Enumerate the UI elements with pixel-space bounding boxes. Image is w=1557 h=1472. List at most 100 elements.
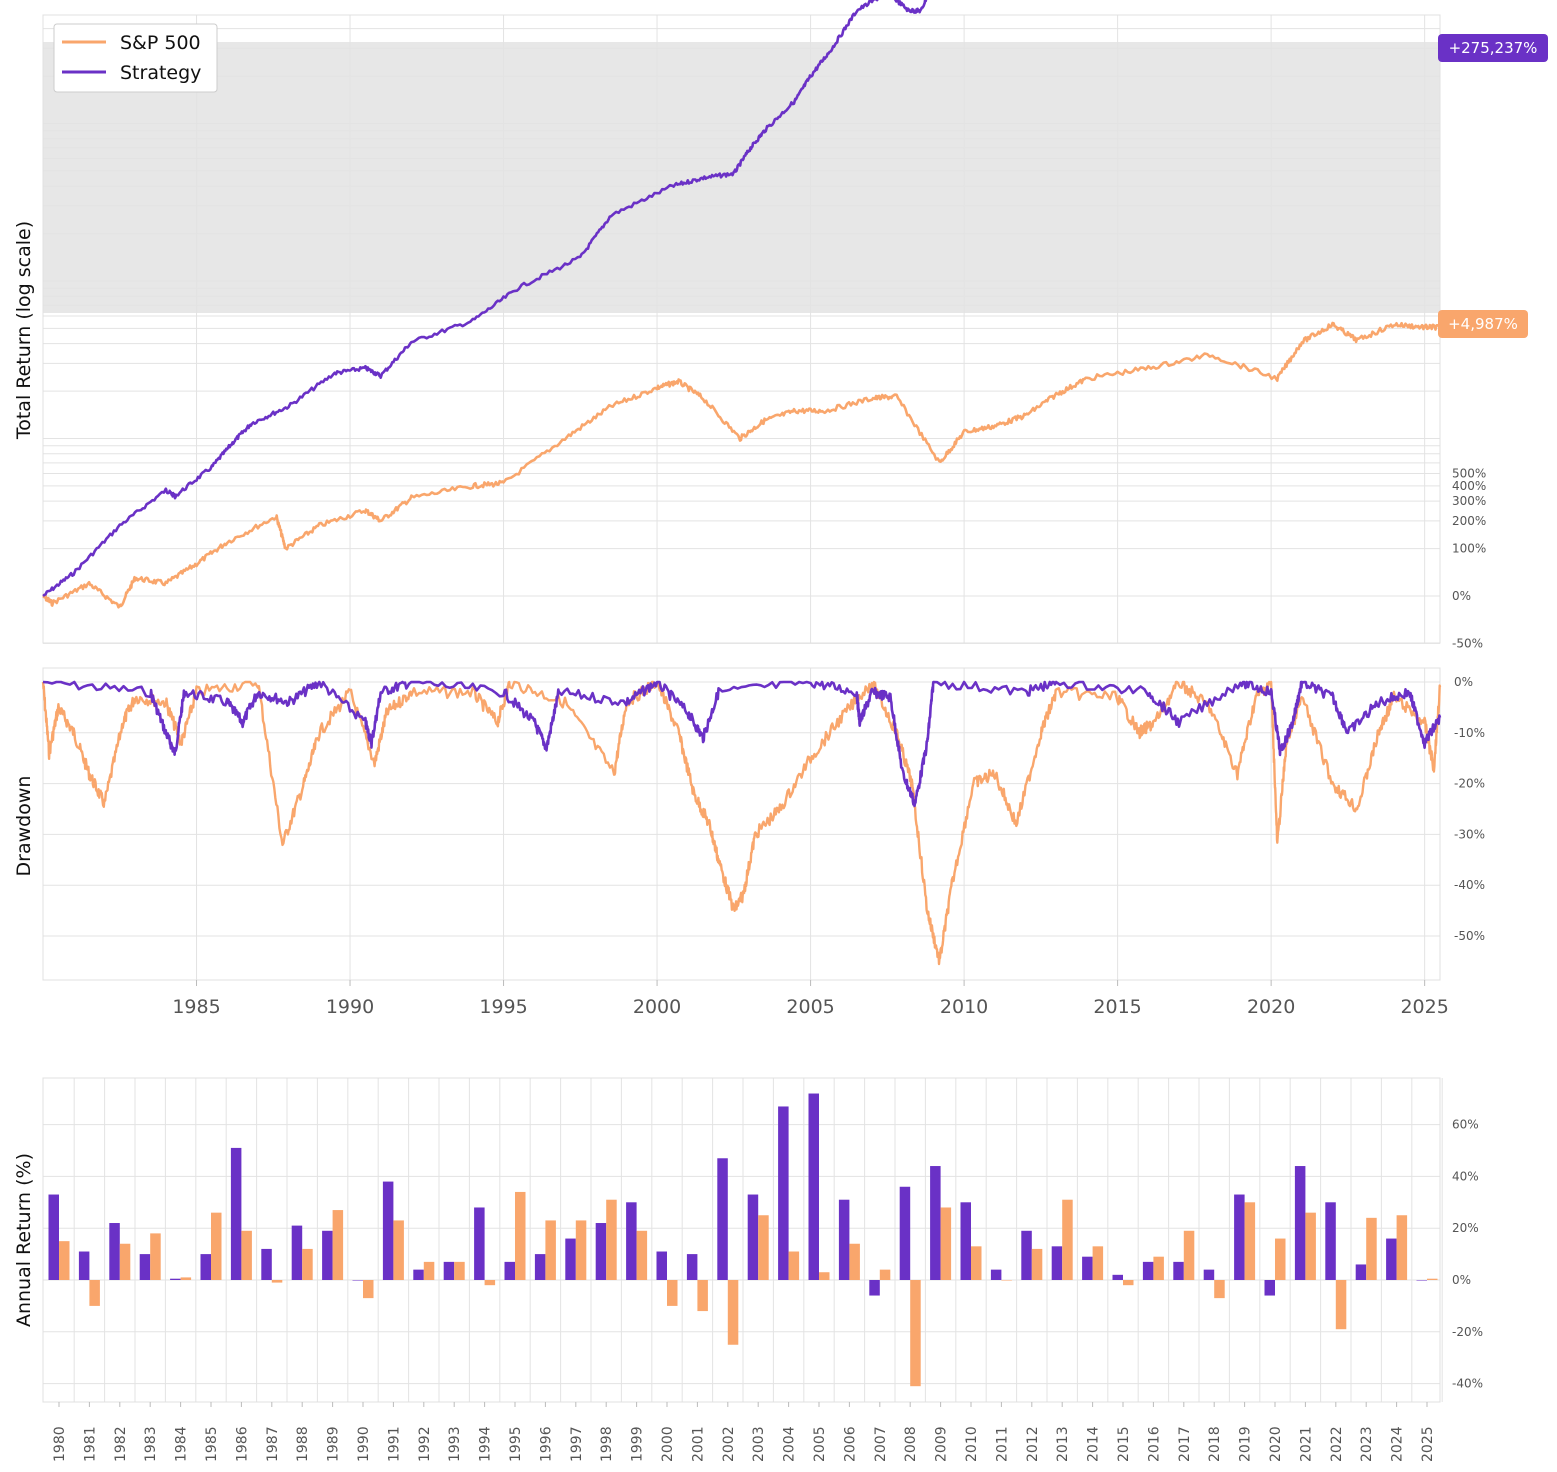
- sp500-annual-bar: [515, 1191, 526, 1280]
- strategy-annual-bar: [595, 1223, 607, 1280]
- strategy-annual-bar: [170, 1278, 181, 1280]
- drawdown-ytick-label: 0%: [1454, 675, 1473, 689]
- sp500-annual-bar: [575, 1220, 587, 1280]
- strategy-annual-bar: [139, 1254, 151, 1280]
- sp500-annual-bar: [1366, 1217, 1377, 1280]
- drawdown-xtick-label: 2025: [1400, 996, 1448, 1018]
- strategy-end-label: +275,237%: [1449, 39, 1538, 57]
- annual-return-ytick-label: 0%: [1452, 1273, 1471, 1287]
- drawdown-ylabel: Drawdown: [13, 776, 35, 877]
- drawdown-xtick-label: 1985: [172, 996, 220, 1018]
- sp500-annual-bar: [1123, 1280, 1134, 1286]
- annual-return-xtick-label: 2005: [812, 1426, 828, 1462]
- strategy-annual-bar: [382, 1181, 394, 1280]
- annual-return-xtick-label: 2017: [1177, 1426, 1193, 1462]
- drawdown-xtick-label: 2000: [633, 996, 681, 1018]
- annual-return-xtick-label: 2016: [1146, 1426, 1162, 1462]
- annual-return-ytick-label: 20%: [1452, 1221, 1479, 1235]
- annual-return-xtick-label: 2013: [1055, 1426, 1071, 1462]
- strategy-annual-bar: [78, 1251, 90, 1280]
- drawdown-ytick-label: -30%: [1454, 827, 1485, 841]
- strategy-annual-bar: [1294, 1166, 1306, 1280]
- sp500-annual-bar: [788, 1251, 800, 1280]
- strategy-annual-bar: [1112, 1274, 1123, 1280]
- sp500-annual-bar: [393, 1220, 404, 1280]
- drawdown-grid: [43, 668, 1440, 980]
- annual-return-xtick-label: 1986: [234, 1426, 250, 1462]
- strategy-annual-bar: [717, 1158, 728, 1280]
- sp500-annual-bar: [1427, 1278, 1438, 1280]
- strategy-annual-bar: [534, 1254, 546, 1280]
- drawdown-xtick-label: 2015: [1093, 996, 1141, 1018]
- sp500-annual-bar: [1031, 1248, 1043, 1280]
- drawdown-ytick-label: -50%: [1454, 929, 1485, 943]
- sp500-annual-bar: [484, 1280, 496, 1286]
- sp500-annual-bar: [1183, 1230, 1195, 1280]
- strategy-annual-bar: [1021, 1230, 1032, 1280]
- annual-return-xtick-label: 2025: [1420, 1426, 1436, 1462]
- annual-return-xtick-label: 1999: [630, 1426, 646, 1462]
- annual-return-xtick-label: 1995: [508, 1426, 524, 1462]
- strategy-annual-bar: [504, 1261, 515, 1280]
- annual-return-xtick-label: 1987: [265, 1426, 281, 1462]
- drawdown-xtick-label: 2010: [940, 996, 988, 1018]
- drawdown-plot-area: [43, 668, 1440, 980]
- annual-return-xtick-label: 1994: [478, 1426, 494, 1462]
- sp500-annual-bar: [1092, 1246, 1104, 1280]
- strategy-drawdown-line: [42, 680, 1442, 808]
- drawdown-ytick-label: -20%: [1454, 777, 1485, 791]
- annual-return-ytick-label: 40%: [1452, 1169, 1479, 1183]
- drawdown-xtick-label: 1990: [326, 996, 374, 1018]
- annual-return-plot-area: [43, 1078, 1440, 1402]
- strategy-annual-bar: [565, 1238, 576, 1280]
- sp500-annual-bar: [606, 1199, 617, 1280]
- strategy-annual-bar: [230, 1147, 242, 1280]
- strategy-annual-bar: [930, 1166, 941, 1280]
- annual-return-xtick-label: 2003: [751, 1426, 767, 1462]
- drawdown-xtick-label: 1995: [479, 996, 527, 1018]
- sp500-annual-bar: [89, 1280, 100, 1306]
- drawdown-ytick-label: -40%: [1454, 878, 1485, 892]
- annual-return-xtick-label: 1983: [143, 1426, 159, 1462]
- annual-return-xtick-label: 1984: [174, 1426, 190, 1462]
- strategy-annual-bar: [261, 1248, 272, 1280]
- strategy-annual-bar: [1142, 1261, 1154, 1280]
- annual-return-xtick-label: 2018: [1207, 1426, 1223, 1462]
- sp500-annual-bar: [119, 1243, 131, 1280]
- strategy-annual-bar: [352, 1280, 363, 1281]
- sp500-annual-bar: [545, 1220, 556, 1280]
- total-return-ylabel: Total Return (log scale): [13, 221, 35, 440]
- sp500-total-return-line: [42, 321, 1442, 609]
- drawdown-x-ticks: 1985 1990 1995 2000 2005 2010 2015 2020 2025: [172, 980, 1449, 1018]
- annual-return-ylabel: Annual Return (%): [13, 1153, 35, 1327]
- annual-return-xtick-label: 2009: [934, 1426, 950, 1462]
- annual-return-xtick-label: 1997: [569, 1426, 585, 1462]
- annual-return-xtick-label: 1989: [326, 1426, 342, 1462]
- annual-return-xtick-label: 2015: [1116, 1426, 1132, 1462]
- sp500-end-badge: +4,987%: [1438, 310, 1528, 338]
- strategy-annual-bar: [1173, 1261, 1184, 1280]
- strategy-annual-bar: [413, 1269, 424, 1280]
- total-return-ytick-label: -50%: [1452, 636, 1483, 650]
- sp500-annual-bar: [849, 1243, 860, 1280]
- annual-return-xtick-label: 1980: [52, 1426, 68, 1462]
- dense-gridline-band: [43, 42, 1440, 313]
- total-return-ytick-label: 300%: [1452, 494, 1486, 508]
- sp500-annual-bar: [1396, 1215, 1408, 1280]
- strategy-annual-bar: [1325, 1202, 1336, 1280]
- sp500-annual-bar: [910, 1280, 921, 1387]
- sp500-annual-bar: [667, 1280, 678, 1306]
- strategy-annual-bar: [1234, 1194, 1245, 1280]
- drawdown-panel: 0% -10% -20% -30% -40% -50% 1985 1990 1995 2000 2…: [13, 667, 1485, 1018]
- annual-return-ytick-label: -20%: [1452, 1325, 1483, 1339]
- sp500-annual-bar: [697, 1280, 708, 1312]
- drawdown-xtick-label: 2020: [1247, 996, 1295, 1018]
- annual-return-xtick-label: 2022: [1329, 1426, 1345, 1462]
- annual-return-xtick-label: 1998: [599, 1426, 615, 1462]
- sp500-annual-bar: [180, 1277, 192, 1280]
- annual-return-xtick-label: 2002: [721, 1426, 737, 1462]
- strategy-annual-bar: [1082, 1256, 1093, 1280]
- sp500-annual-bar: [1062, 1199, 1073, 1280]
- sp500-annual-bar: [211, 1212, 222, 1280]
